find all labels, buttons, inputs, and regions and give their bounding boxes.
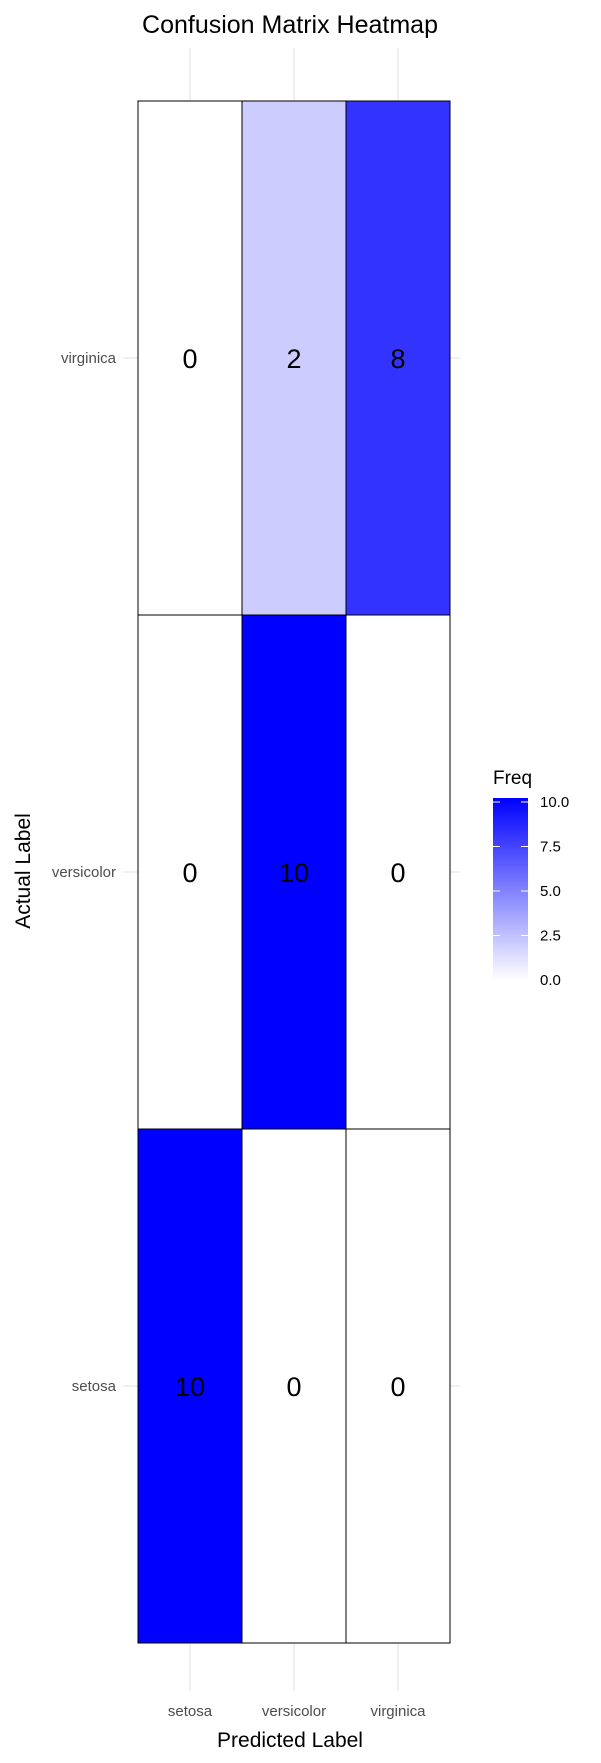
x-tick-label: versicolor (262, 1703, 326, 1720)
heatmap-cell (345, 1128, 451, 1644)
heatmap-cell (241, 614, 347, 1130)
cell-value-label: 0 (390, 858, 405, 888)
cell-value-label: 10 (279, 858, 309, 888)
x-axis-title: Predicted Label (217, 1729, 363, 1752)
y-tick-label: setosa (72, 1378, 117, 1395)
legend: Freq 0.0 2.5 5.0 7.5 10.0 (493, 768, 569, 989)
x-tick-label: virginica (370, 1703, 426, 1720)
heatmap-cell (137, 100, 243, 616)
cell-value-label: 2 (286, 344, 301, 374)
heatmap-cells (137, 100, 451, 1644)
y-axis-title: Actual Label (12, 813, 35, 929)
cell-value-label: 0 (286, 1372, 301, 1402)
legend-tick-label: 7.5 (540, 839, 561, 856)
x-tick-label: setosa (168, 1703, 213, 1720)
x-axis-tick-labels: setosa versicolor virginica (168, 1703, 426, 1720)
cell-value-label: 0 (182, 344, 197, 374)
legend-tick-label: 2.5 (540, 928, 561, 945)
legend-tick-label: 0.0 (540, 972, 561, 989)
legend-tick-label: 5.0 (540, 883, 561, 900)
chart-title: Confusion Matrix Heatmap (142, 11, 438, 39)
legend-color-bar (493, 798, 528, 980)
y-tick-label: versicolor (52, 864, 116, 881)
legend-tick-label: 10.0 (540, 794, 569, 811)
y-axis-tick-labels: setosa versicolor virginica (52, 350, 117, 1395)
cell-value-label: 10 (175, 1372, 205, 1402)
heatmap-cell (345, 100, 451, 616)
heatmap-cell (137, 614, 243, 1130)
cell-value-label: 8 (390, 344, 405, 374)
legend-ticks: 0.0 2.5 5.0 7.5 10.0 (493, 794, 569, 989)
cell-value-label: 0 (390, 1372, 405, 1402)
heatmap-cell (241, 1128, 347, 1644)
y-tick-label: virginica (61, 350, 117, 367)
legend-title: Freq (493, 768, 532, 789)
cell-value-label: 0 (182, 858, 197, 888)
heatmap-cell (345, 614, 451, 1130)
cell-value-labels: 0 2 8 0 10 0 10 0 0 (175, 344, 406, 1402)
heatmap-cell (137, 1128, 243, 1644)
